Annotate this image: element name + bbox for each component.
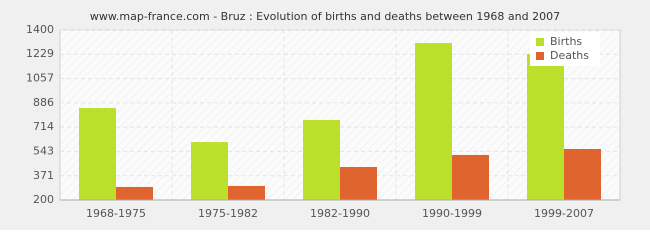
x-tick-label: 1990-1999	[422, 207, 482, 220]
legend-label: Births	[550, 35, 582, 48]
legend-label: Deaths	[550, 49, 589, 62]
x-tick-label: 1968-1975	[86, 207, 146, 220]
legend-marker	[536, 38, 544, 46]
bar	[303, 119, 340, 200]
y-tick-label: 371	[33, 169, 54, 182]
chart: www.map-france.com - Bruz : Evolution of…	[0, 0, 650, 230]
bar	[191, 142, 228, 200]
y-tick-label: 1229	[26, 47, 54, 60]
y-tick-label: 886	[33, 96, 54, 109]
bar	[116, 186, 153, 200]
chart-title: www.map-france.com - Bruz : Evolution of…	[90, 10, 560, 23]
x-tick-label: 1975-1982	[198, 207, 258, 220]
bar	[564, 149, 601, 200]
x-tick-label: 1999-2007	[534, 207, 594, 220]
legend-marker	[536, 52, 544, 60]
bar	[452, 154, 489, 200]
bar	[527, 53, 564, 200]
bar	[415, 43, 452, 201]
y-tick-label: 1400	[26, 23, 54, 36]
y-tick-label: 1057	[26, 72, 54, 85]
x-tick-label: 1982-1990	[310, 207, 370, 220]
y-tick-label: 714	[33, 120, 54, 133]
y-tick-label: 200	[33, 193, 54, 206]
bar	[228, 185, 265, 200]
bar	[340, 166, 377, 200]
y-tick-label: 543	[33, 144, 54, 157]
bar	[79, 108, 116, 200]
legend-box	[530, 32, 600, 66]
